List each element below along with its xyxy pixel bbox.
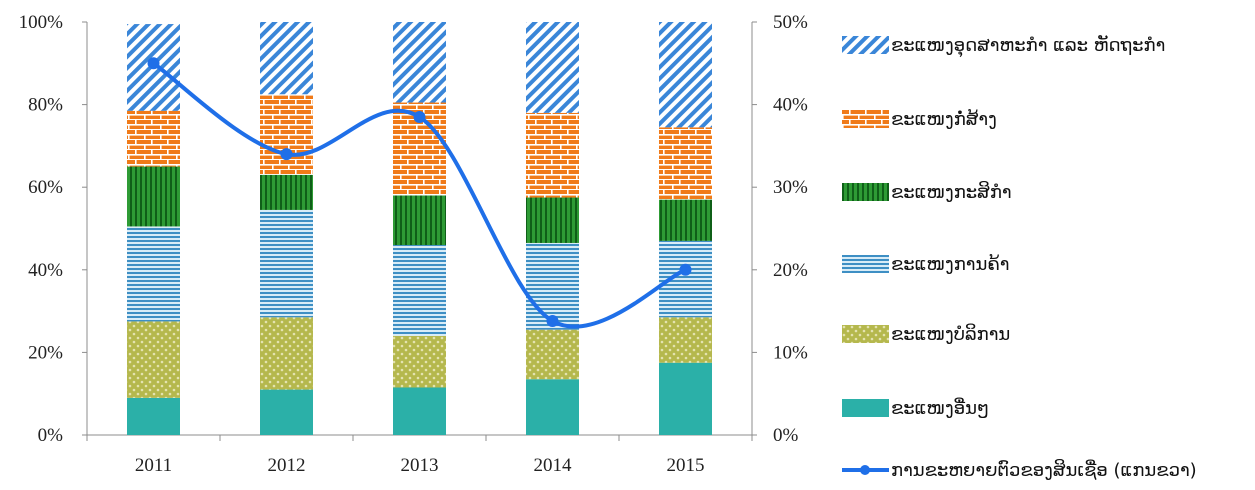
bar-segment bbox=[127, 321, 180, 398]
legend-label-services: ຂະແໜງບໍລິການ bbox=[891, 323, 1011, 345]
bar-segment bbox=[393, 335, 446, 388]
credit-growth-point bbox=[546, 315, 559, 328]
bar-segment bbox=[127, 166, 180, 227]
bar-segment bbox=[393, 245, 446, 336]
legend-swatch-fill bbox=[842, 36, 889, 54]
legend-swatch-graphic bbox=[842, 183, 889, 201]
left-tick-label: 20% bbox=[28, 342, 63, 363]
legend-swatch-fill bbox=[842, 399, 889, 417]
axes-group: 0% 20% 40% 60% 80% 100% 0% 10% 20% 30% 40% 50% 2011 2… bbox=[19, 12, 808, 476]
legend-swatch-fill bbox=[842, 325, 889, 343]
legend-swatch-graphic bbox=[842, 399, 889, 417]
x-tick-label: 2014 bbox=[534, 455, 573, 476]
legend-swatch-construction bbox=[842, 110, 889, 128]
legend-swatch-fill bbox=[842, 183, 889, 201]
credit-growth-line bbox=[152, 61, 687, 329]
bar-segment bbox=[659, 127, 712, 200]
right-tick-label: 20% bbox=[773, 260, 808, 281]
legend-swatch-industry bbox=[842, 36, 889, 54]
credit-growth-point bbox=[280, 148, 293, 161]
legend-swatch-other bbox=[842, 399, 889, 417]
bar-segment bbox=[260, 389, 313, 435]
bar-segment bbox=[127, 397, 180, 435]
bar-segment bbox=[659, 317, 712, 363]
bar-segment bbox=[526, 112, 579, 198]
legend-swatch-graphic bbox=[842, 36, 889, 54]
bar-segment bbox=[526, 197, 579, 243]
legend-swatch-services bbox=[842, 325, 889, 343]
legend-label-other: ຂະແໜງອື່ນໆ bbox=[891, 397, 990, 419]
right-tick-label: 30% bbox=[773, 177, 808, 198]
x-tick-label: 2013 bbox=[401, 455, 439, 476]
chart-legend: ຂະແໜງອຸດສາຫະກຳ ແລະ ຫັດຖະກຳ ຂະແໜງກໍ່ສ້າງ … bbox=[842, 0, 1252, 490]
legend-item-industry: ຂະແໜງອຸດສາຫະກຳ ແລະ ຫັດຖະກຳ bbox=[842, 33, 1165, 57]
right-tick-label: 10% bbox=[773, 342, 808, 363]
bar-segment bbox=[659, 199, 712, 241]
left-tick-label: 80% bbox=[28, 95, 63, 116]
x-tick-label: 2015 bbox=[667, 455, 705, 476]
legend-swatch-graphic bbox=[842, 255, 889, 273]
legend-item-credit-growth: ການຂະຫຍາຍຕົວຂອງສິນເຊື່ອ (ແກນຂວາ) bbox=[842, 458, 1197, 482]
legend-item-agriculture: ຂະແໜງກະສິກຳ bbox=[842, 180, 1012, 204]
bar-segment bbox=[526, 379, 579, 435]
bar-segment bbox=[260, 94, 313, 175]
bar-segment bbox=[127, 110, 180, 167]
legend-swatch-graphic bbox=[842, 325, 889, 343]
legend-item-construction: ຂະແໜງກໍ່ສ້າງ bbox=[842, 107, 997, 131]
bar-segment bbox=[127, 226, 180, 322]
bar-segment bbox=[659, 362, 712, 435]
right-tick-label: 0% bbox=[773, 425, 799, 446]
credit-growth-point bbox=[413, 110, 426, 123]
legend-swatch-agriculture bbox=[842, 183, 889, 201]
bar-segment bbox=[393, 195, 446, 246]
bar-segment bbox=[260, 317, 313, 390]
legend-label-agriculture: ຂະແໜງກະສິກຳ bbox=[891, 181, 1012, 203]
legend-label-industry: ຂະແໜງອຸດສາຫະກຳ ແລະ ຫັດຖະກຳ bbox=[891, 34, 1166, 56]
x-tick-label: 2011 bbox=[135, 455, 172, 476]
bar-segment bbox=[526, 329, 579, 380]
legend-label-credit-growth: ການຂະຫຍາຍຕົວຂອງສິນເຊື່ອ (ແກນຂວາ) bbox=[891, 459, 1197, 481]
right-tick-label: 50% bbox=[773, 12, 808, 33]
bars-group bbox=[127, 22, 712, 435]
legend-swatch-fill bbox=[842, 110, 889, 128]
line-series-group bbox=[147, 57, 692, 329]
legend-line-marker bbox=[860, 465, 870, 475]
legend-swatch-fill bbox=[842, 255, 889, 273]
bar-segment bbox=[260, 209, 313, 318]
legend-label-construction: ຂະແໜງກໍ່ສ້າງ bbox=[891, 108, 997, 130]
credit-growth-point bbox=[679, 263, 692, 276]
left-tick-label: 0% bbox=[38, 425, 64, 446]
credit-growth-point bbox=[147, 57, 160, 70]
stacked-bar-line-chart: 0% 20% 40% 60% 80% 100% 0% 10% 20% 30% 40% 50% 2011 2… bbox=[19, 12, 808, 476]
left-tick-label: 60% bbox=[28, 177, 63, 198]
bar-segment bbox=[260, 22, 313, 95]
legend-item-trade: ຂະແໜງການຄ້າ bbox=[842, 252, 1009, 276]
bar-segment bbox=[659, 22, 712, 128]
right-tick-label: 40% bbox=[773, 95, 808, 116]
legend-item-services: ຂະແໜງບໍລິການ bbox=[842, 322, 1010, 346]
bar-segment bbox=[393, 22, 446, 103]
x-tick-label: 2012 bbox=[268, 455, 306, 476]
legend-swatch-trade bbox=[842, 255, 889, 273]
bar-segment bbox=[260, 174, 313, 210]
bar-segment bbox=[526, 22, 579, 113]
bar-segment bbox=[393, 387, 446, 435]
legend-line-credit-growth bbox=[842, 461, 889, 479]
left-tick-label: 100% bbox=[19, 12, 64, 33]
legend-item-other: ຂະແໜງອື່ນໆ bbox=[842, 396, 989, 420]
legend-label-trade: ຂະແໜງການຄ້າ bbox=[891, 253, 1010, 275]
legend-swatch-graphic bbox=[842, 110, 889, 128]
left-tick-label: 40% bbox=[28, 260, 63, 281]
